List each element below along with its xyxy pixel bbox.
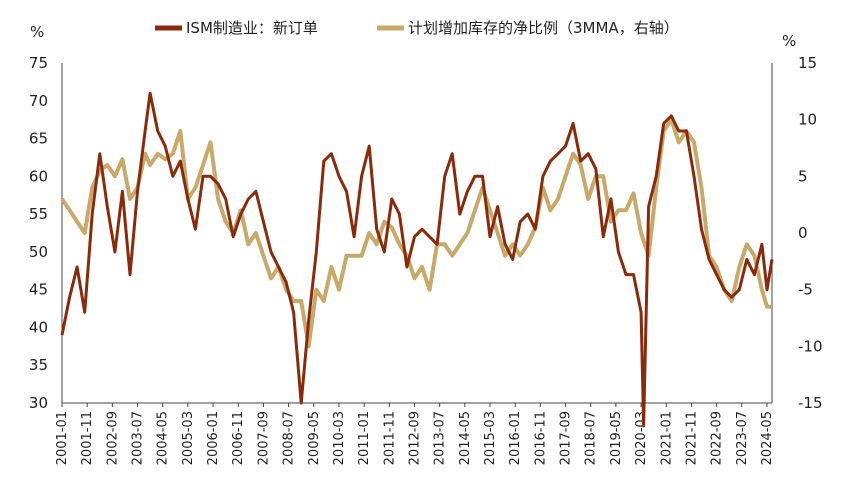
y-right-tick-label: 0	[798, 224, 808, 242]
x-tick-label: 2016-01	[508, 411, 523, 465]
x-tick-label: 2021-01	[659, 411, 674, 465]
x-tick-label: 2021-11	[684, 411, 699, 465]
y-left-tick-label: 40	[29, 318, 48, 336]
y-left-tick-label: 35	[29, 356, 48, 374]
x-tick-label: 2010-03	[332, 411, 347, 465]
x-tick-label: 2016-11	[533, 411, 548, 465]
y-left-tick-label: 55	[29, 205, 48, 223]
tick-labels: 75706560555045403530151050-5-10-152001-0…	[29, 54, 823, 465]
y-right-tick-label: 15	[798, 54, 817, 72]
y-right-tick-label: -10	[798, 337, 823, 355]
left-axis-unit: %	[30, 23, 44, 41]
y-left-tick-label: 70	[29, 92, 48, 110]
x-tick-label: 2007-09	[256, 411, 271, 465]
x-tick-label: 2001-11	[80, 411, 95, 465]
x-tick-label: 2019-05	[609, 411, 624, 465]
x-tick-label: 2012-09	[407, 411, 422, 465]
y-right-tick-label: -5	[798, 281, 813, 299]
x-tick-label: 2011-01	[357, 411, 372, 465]
y-left-tick-label: 45	[29, 281, 48, 299]
right-axis-unit: %	[782, 32, 796, 50]
y-left-tick-label: 30	[29, 394, 48, 412]
legend-label-inventory: 计划增加库存的净比例（3MMA，右轴）	[408, 19, 679, 37]
x-tick-label: 2015-03	[483, 411, 498, 465]
legend: ISM制造业：新订单 计划增加库存的净比例（3MMA，右轴）	[155, 19, 679, 37]
x-tick-label: 2003-07	[131, 411, 146, 465]
y-left-tick-label: 50	[29, 243, 48, 261]
x-tick-label: 2020-03	[634, 411, 649, 465]
x-tick-label: 2008-07	[282, 411, 297, 465]
x-tick-label: 2022-09	[710, 411, 725, 465]
series-line-inventory-plan	[60, 117, 772, 349]
x-tick-label: 2014-05	[458, 411, 473, 465]
x-tick-label: 2013-07	[433, 411, 448, 465]
x-tick-label: 2024-05	[760, 411, 775, 465]
axes	[61, 63, 773, 404]
y-right-tick-label: 5	[798, 167, 808, 185]
plot-area	[60, 91, 774, 428]
y-right-tick-label: -15	[798, 394, 823, 412]
x-tick-label: 2023-07	[735, 411, 750, 465]
y-left-tick-label: 75	[29, 54, 48, 72]
y-left-tick-label: 65	[29, 130, 48, 148]
x-tick-label: 2009-05	[307, 411, 322, 465]
x-tick-label: 2005-03	[181, 411, 196, 465]
x-tick-label: 2011-11	[382, 411, 397, 465]
x-tick-label: 2002-09	[105, 411, 120, 465]
y-left-tick-label: 60	[29, 167, 48, 185]
x-tick-label: 2004-05	[156, 411, 171, 465]
x-tick-label: 2001-01	[55, 411, 70, 465]
y-right-tick-label: 10	[798, 111, 817, 129]
x-tick-label: 2018-07	[584, 411, 599, 465]
x-tick-label: 2006-01	[206, 411, 221, 465]
series-line-new-orders	[60, 91, 774, 428]
legend-label-new-orders: ISM制造业：新订单	[186, 19, 318, 37]
x-tick-label: 2006-11	[231, 411, 246, 465]
x-tick-label: 2017-09	[559, 411, 574, 465]
